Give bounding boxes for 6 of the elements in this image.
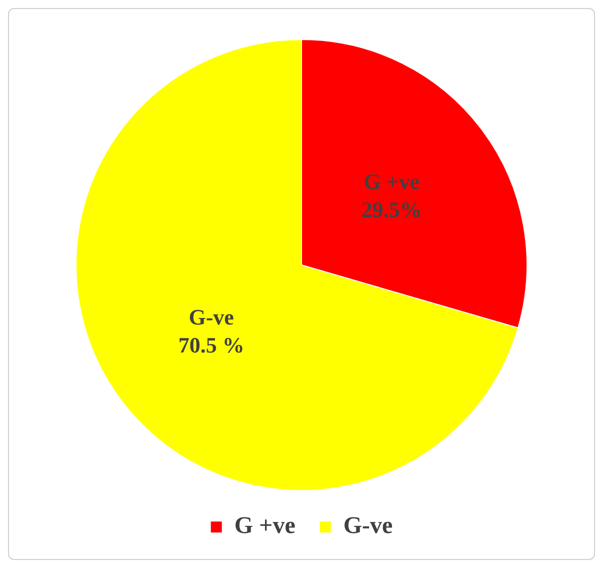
slice-label: G +ve <box>364 168 420 194</box>
data-label: 29.5% <box>361 196 422 222</box>
slice-label: G-ve <box>188 304 234 330</box>
legend-label: G-ve <box>343 513 393 540</box>
data-label: 70.5 % <box>178 332 244 358</box>
legend-label: G +ve <box>234 513 296 540</box>
